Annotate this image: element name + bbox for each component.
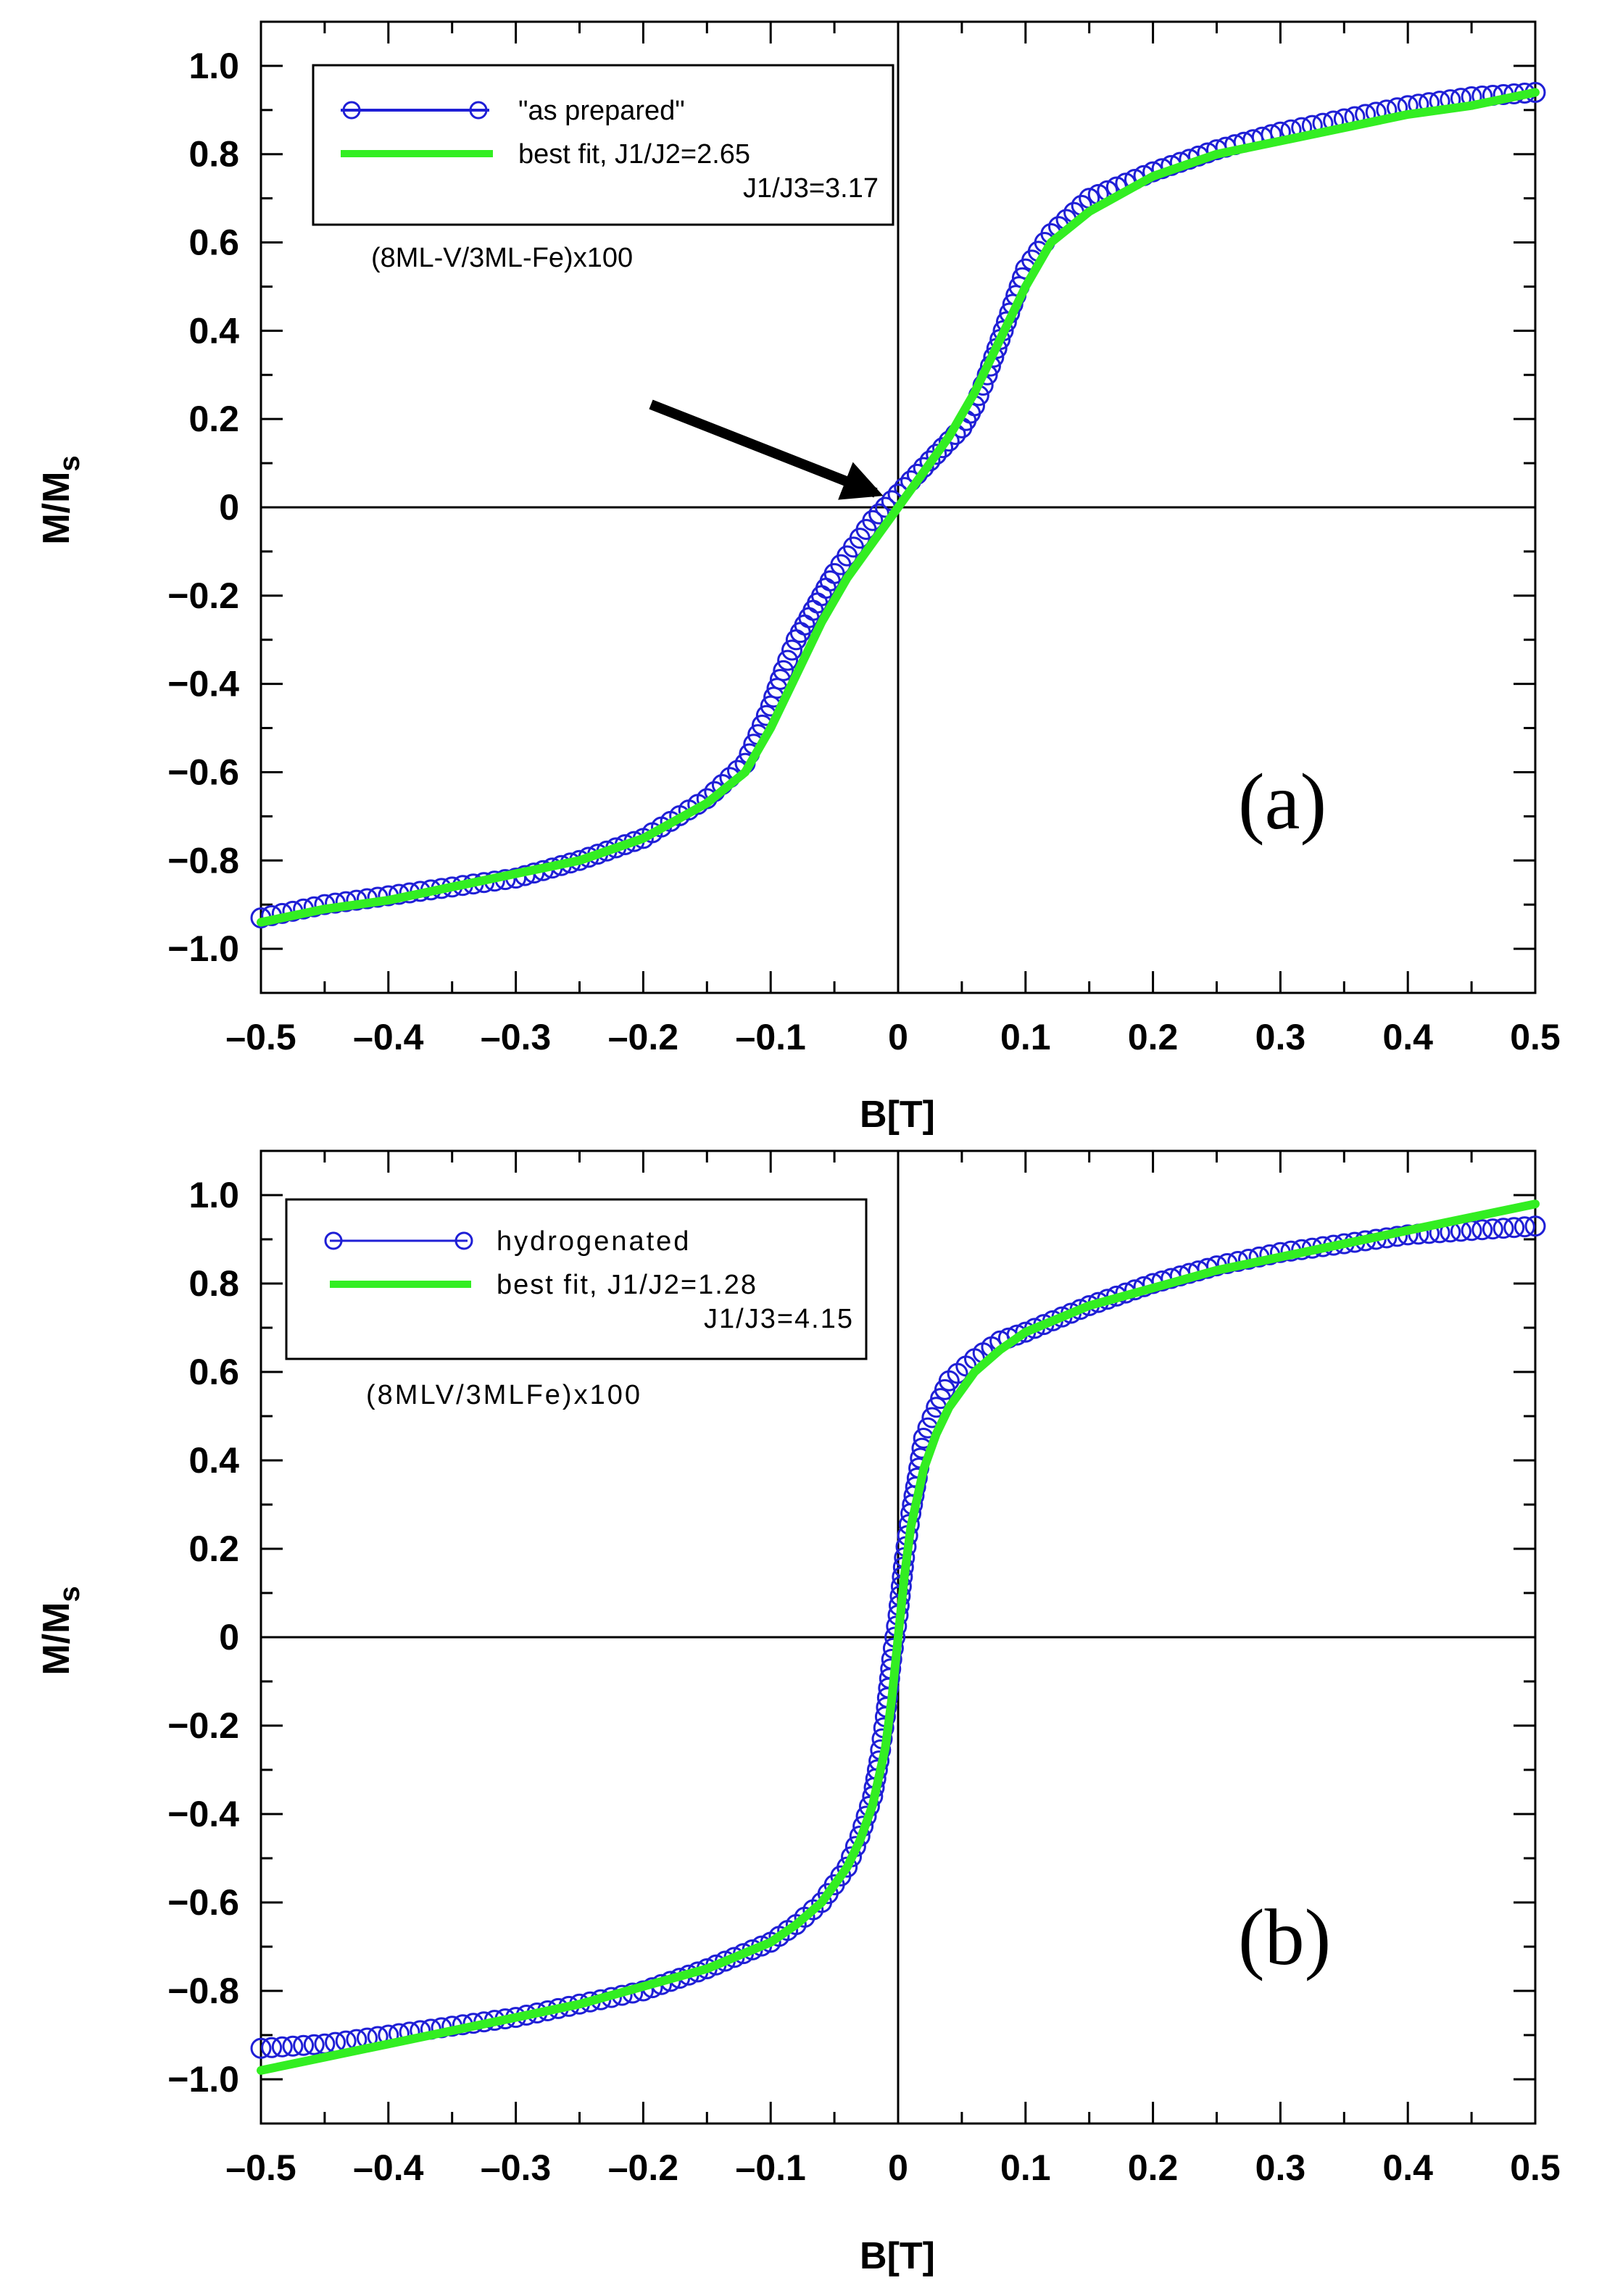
legend-b-marker-right	[454, 1231, 473, 1250]
data-point-b	[1492, 1218, 1514, 1239]
data-point-b	[1482, 1218, 1503, 1240]
data-point-a	[926, 444, 947, 465]
y-tick-label-a: −1.0	[167, 928, 239, 969]
plot-area-b: –0.5 –0.4 –0.3 –0.2 –0.1 0 0.1 0.2 0.3 0.4 0.5 1.0 0…	[167, 1149, 1561, 2188]
data-point-b	[293, 2034, 315, 2056]
legend-b: hydrogenated best fit, J1/J2=1.28 J1/J3=…	[285, 1198, 868, 1360]
legend-b-marker-left	[324, 1231, 343, 1250]
x-tick-label-b: –0.3	[481, 2147, 551, 2188]
y-tick-label-b: −1.0	[167, 2059, 239, 2100]
x-tick-label-a: 0.2	[1128, 1017, 1179, 1057]
data-point-b	[282, 2035, 304, 2057]
y-tick-label-b: 0.8	[188, 1263, 239, 1304]
y-tick-label-a: −0.8	[167, 840, 239, 881]
legend-b-label-1: hydrogenated	[497, 1226, 691, 1257]
panel-label-a: (a)	[1238, 757, 1327, 846]
legend-b-label-3: J1/J3=4.15	[704, 1304, 854, 1334]
data-point-b	[1524, 1215, 1546, 1237]
x-tick-label-a: –0.5	[225, 1017, 296, 1057]
x-axis-title-b: B[T]	[860, 2235, 935, 2277]
legend-a-box	[312, 64, 894, 226]
legend-a: "as prepared" best fit, J1/J2=2.65 J1/J3…	[312, 64, 894, 226]
legend-a-marker-left	[342, 101, 361, 120]
plot-area-a: –0.5 –0.4 –0.3 –0.2 –0.1 0 0.1 0.2 0.3 0.4 0.5 1.0 0…	[167, 20, 1561, 1057]
panel-b: –0.5 –0.4 –0.3 –0.2 –0.1 0 0.1 0.2 0.3 0.4 0.5 1.0 0…	[36, 1149, 1561, 2277]
y-tick-label-b: 0.2	[188, 1528, 239, 1569]
data-point-b	[303, 2034, 325, 2055]
y-axis-title-a: M/Ms	[36, 455, 86, 544]
x-tick-label-b: 0.2	[1128, 2147, 1179, 2188]
panel-label-b: (b)	[1238, 1893, 1331, 1981]
x-tick-label-a: 0.5	[1510, 1017, 1561, 1057]
fit-line-b	[257, 1199, 1540, 2075]
x-tick-label-b: 0.1	[1000, 2147, 1051, 2188]
y-tick-label-b: 0.4	[188, 1440, 239, 1481]
y-tick-label-b: −0.2	[167, 1705, 239, 1746]
y-tick-label-b: −0.6	[167, 1882, 239, 1923]
x-tick-label-a: –0.4	[353, 1017, 424, 1057]
data-point-b	[1503, 1217, 1525, 1239]
x-tick-label-a: 0	[888, 1017, 908, 1057]
y-tick-label-b: 1.0	[188, 1175, 239, 1215]
sample-label-b: (8MLV/3MLFe)x100	[366, 1380, 642, 1410]
y-tick-label-a: 1.0	[188, 46, 239, 86]
x-tick-label-a: 0.4	[1382, 1017, 1433, 1057]
y-tick-label-a: −0.2	[167, 575, 239, 616]
x-tick-label-a: –0.3	[481, 1017, 551, 1057]
y-tick-label-b: −0.8	[167, 1971, 239, 2011]
y-tick-label-a: 0	[219, 487, 239, 528]
y-tick-label-a: −0.6	[167, 752, 239, 792]
fit-line-a	[257, 88, 1540, 927]
data-point-b	[261, 2037, 283, 2058]
y-tick-label-b: −0.4	[167, 1794, 239, 1834]
data-point-b	[250, 2037, 272, 2059]
data-point-a	[781, 639, 802, 661]
data-point-b	[1514, 1216, 1535, 1238]
x-tick-label-a: –0.2	[608, 1017, 678, 1057]
legend-b-box	[285, 1198, 868, 1360]
x-tick-label-b: –0.4	[353, 2147, 424, 2188]
x-tick-label-a: 0.1	[1000, 1017, 1051, 1057]
x-tick-label-b: 0.5	[1510, 2147, 1561, 2188]
x-axis-title-a: B[T]	[860, 1094, 935, 1136]
y-tick-label-a: 0.2	[188, 399, 239, 439]
data-point-b	[271, 2036, 293, 2058]
panel-a: –0.5 –0.4 –0.3 –0.2 –0.1 0 0.1 0.2 0.3 0.4 0.5 1.0 0…	[36, 20, 1561, 1136]
y-tick-label-b: 0	[219, 1617, 239, 1657]
data-series-a	[250, 81, 1546, 928]
sample-label-a: (8ML-V/3ML-Fe)x100	[371, 243, 633, 273]
legend-a-label-2: best fit, J1/J2=2.65	[518, 139, 750, 170]
x-tick-label-b: 0.4	[1382, 2147, 1433, 2188]
x-tick-label-b: –0.5	[225, 2147, 296, 2188]
legend-a-label-3: J1/J3=3.17	[743, 173, 879, 204]
y-tick-label-a: −0.4	[167, 664, 239, 704]
x-tick-label-b: 0	[888, 2147, 908, 2188]
x-tick-label-a: 0.3	[1255, 1017, 1306, 1057]
y-tick-label-a: 0.6	[188, 222, 239, 263]
data-point-b	[1471, 1219, 1493, 1241]
x-tick-label-b: 0.3	[1255, 2147, 1306, 2188]
data-point-a	[862, 509, 884, 531]
data-point-a	[777, 649, 799, 671]
y-tick-label-a: 0.8	[188, 134, 239, 175]
arrow-a	[649, 399, 884, 500]
data-point-a	[773, 660, 794, 681]
y-axis-title-b: M/Ms	[36, 1586, 86, 1675]
y-tick-label-b: 0.6	[188, 1352, 239, 1392]
x-tick-label-a: –0.1	[736, 1017, 806, 1057]
legend-a-label-1: "as prepared"	[518, 96, 685, 126]
data-series-b	[250, 1199, 1546, 2075]
legend-b-label-2: best fit, J1/J2=1.28	[497, 1270, 757, 1300]
y-tick-label-a: 0.4	[188, 310, 239, 351]
legend-a-marker-right	[469, 101, 488, 120]
x-tick-label-b: –0.2	[608, 2147, 678, 2188]
x-tick-label-b: –0.1	[736, 2147, 806, 2188]
